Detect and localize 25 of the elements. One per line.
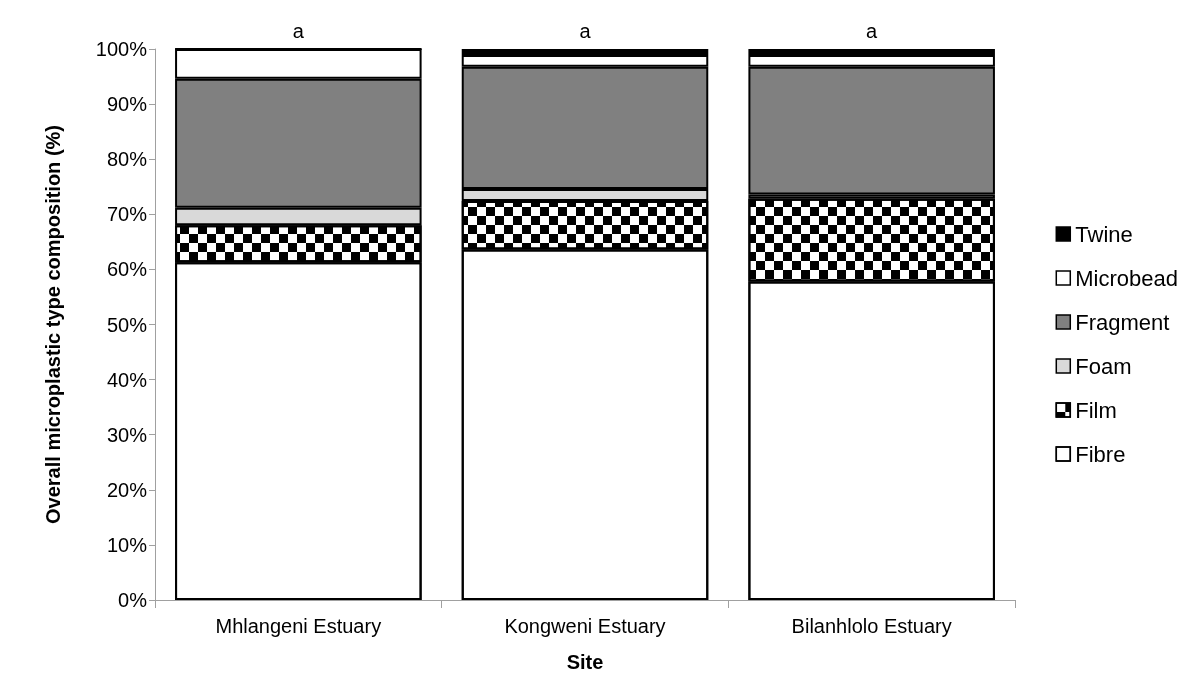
- y-tick-label: 10%: [106, 533, 148, 556]
- y-tick-label: 0%: [118, 589, 148, 611]
- annotation: a: [292, 20, 305, 42]
- y-tick-label: 100%: [95, 38, 148, 60]
- y-tick-label: 80%: [106, 148, 148, 171]
- y-axis-title: Overall microplastic type composition (%): [42, 125, 64, 524]
- y-tick-label: 50%: [106, 313, 148, 336]
- annotation: a: [579, 20, 592, 42]
- y-tick-label: 70%: [106, 203, 148, 226]
- x-tick-label: Kongweni Estuary: [504, 615, 666, 637]
- legend-label: Foam: [1075, 353, 1132, 379]
- legend-label: Fragment: [1075, 309, 1170, 335]
- legend-label: Fibre: [1075, 441, 1126, 467]
- legend-label: Twine: [1075, 221, 1133, 247]
- annotation: a: [866, 20, 879, 42]
- x-tick-label: Mhlangeni Estuary: [215, 615, 382, 637]
- y-tick-label: 40%: [106, 368, 148, 391]
- y-tick-label: 30%: [106, 423, 148, 446]
- x-axis-title: Site: [566, 651, 604, 673]
- y-tick-label: 60%: [106, 258, 148, 281]
- legend-label: Film: [1075, 397, 1117, 423]
- x-tick-label: Bilanhlolo Estuary: [791, 615, 952, 637]
- y-tick-label: 90%: [106, 93, 148, 116]
- y-tick-label: 20%: [106, 478, 148, 501]
- legend-label: Microbead: [1075, 265, 1178, 291]
